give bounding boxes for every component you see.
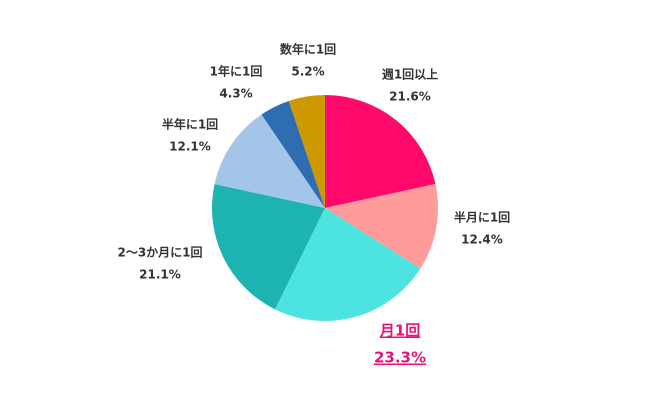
category-label: 月1回 bbox=[379, 322, 420, 340]
value-label: 5.2% bbox=[291, 65, 324, 79]
value-label: 21.6% bbox=[389, 90, 431, 104]
category-label: 半年に1回 bbox=[162, 117, 218, 132]
category-label: 2〜3か月に1回 bbox=[117, 246, 202, 260]
value-label: 4.3% bbox=[219, 87, 252, 101]
pie-slice bbox=[325, 95, 436, 208]
pie-slice bbox=[261, 100, 325, 208]
value-label: 23.3% bbox=[374, 349, 426, 367]
value-label: 12.4% bbox=[461, 233, 503, 247]
pie-slice bbox=[214, 114, 325, 208]
category-label: 数年に1回 bbox=[280, 42, 336, 57]
pie-slice bbox=[274, 208, 421, 322]
category-label: 1年に1回 bbox=[210, 64, 263, 79]
pie-slice bbox=[325, 184, 438, 269]
category-label: 半月に1回 bbox=[454, 210, 510, 225]
value-label: 21.1% bbox=[139, 268, 181, 282]
category-label: 週1回以上 bbox=[382, 67, 438, 82]
pie-slice bbox=[288, 95, 325, 208]
pie-slice bbox=[211, 184, 325, 310]
value-label: 12.1% bbox=[169, 140, 211, 154]
